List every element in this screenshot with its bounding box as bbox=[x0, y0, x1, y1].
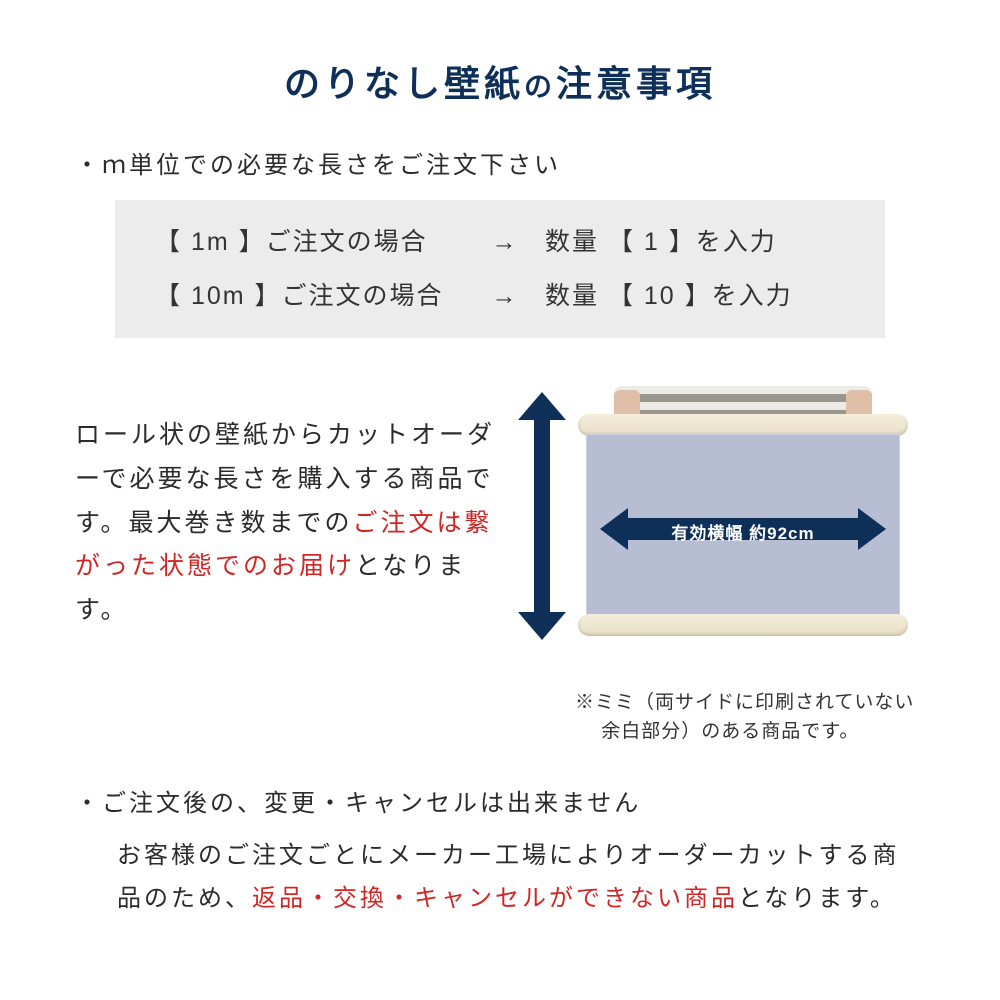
vertical-arrow-label: 長さ（ｍ単位） bbox=[550, 454, 566, 552]
note-line2: 余白部分）のある商品です。 bbox=[575, 721, 859, 742]
cut-order-description: ロール状の壁紙からカットオーダーで必要な長さを購入する商品です。最大巻き数までの… bbox=[75, 378, 495, 633]
horizontal-arrow-label: 有効横幅 約92cm bbox=[600, 519, 886, 544]
wallpaper-roll-illustration: 有効横幅 約92cm bbox=[578, 378, 908, 646]
mimi-note: ※ミミ（両サイドに印刷されていない 余白部分）のある商品です。 bbox=[75, 688, 925, 747]
note-line1: ※ミミ（両サイドに印刷されていない bbox=[575, 692, 914, 713]
wallpaper-diagram: 長さ（ｍ単位） 有効横幅 約92cm bbox=[503, 378, 925, 678]
example-row: 【 1m 】ご注文の場合 → 数量 【 1 】を入力 bbox=[155, 222, 857, 262]
no-cancel-description: お客様のご注文ごとにメーカー工場によりオーダーカットする商品のため、返品・交換・… bbox=[75, 834, 925, 920]
title-pre: のりなし壁紙 bbox=[284, 63, 524, 104]
body2-part2: となります。 bbox=[738, 885, 897, 912]
subtitle-no-cancel: ・ご注文後の、変更・キャンセルは出来ません bbox=[75, 783, 925, 818]
title-small: の bbox=[524, 71, 556, 102]
example-left: 【 1m 】ご注文の場合 bbox=[155, 222, 465, 262]
arrow-right-icon: → bbox=[465, 222, 545, 262]
example-left: 【 10m 】ご注文の場合 bbox=[155, 276, 465, 316]
page-title: のりなし壁紙の注意事項 bbox=[75, 55, 925, 107]
title-post: 注意事項 bbox=[556, 63, 716, 104]
subtitle-order-by-meter: ・ｍ単位での必要な長さをご注文下さい bbox=[75, 145, 925, 180]
arrow-right-icon: → bbox=[465, 276, 545, 316]
horizontal-double-arrow-icon: 有効横幅 約92cm bbox=[600, 508, 886, 550]
example-right: 数量 【 10 】を入力 bbox=[545, 276, 857, 316]
example-row: 【 10m 】ご注文の場合 → 数量 【 10 】を入力 bbox=[155, 276, 857, 316]
example-right: 数量 【 1 】を入力 bbox=[545, 222, 857, 262]
vertical-double-arrow-icon: 長さ（ｍ単位） bbox=[518, 392, 566, 640]
order-example-box: 【 1m 】ご注文の場合 → 数量 【 1 】を入力 【 10m 】ご注文の場合… bbox=[115, 200, 885, 338]
body2-highlight: 返品・交換・キャンセルができない商品 bbox=[252, 885, 738, 912]
